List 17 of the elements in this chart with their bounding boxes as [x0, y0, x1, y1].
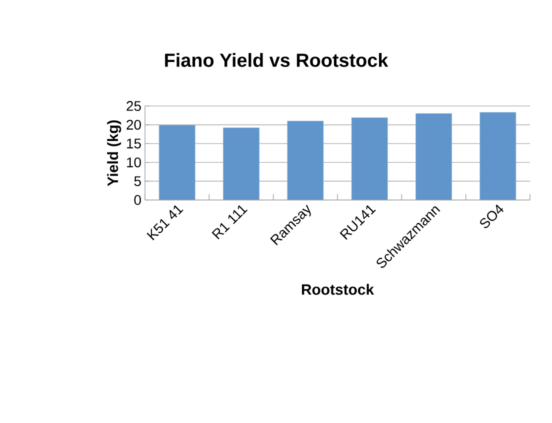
y-tick-label: 0	[134, 195, 141, 205]
y-tick-label: 25	[126, 101, 141, 111]
y-axis-title: Yield (kg)	[107, 120, 122, 186]
y-tick-label: 10	[127, 157, 141, 168]
x-tick-label: K51 41	[146, 205, 184, 240]
bar	[480, 112, 516, 200]
x-tick-label: R1 111	[212, 205, 248, 240]
y-tick-label: 15	[127, 138, 141, 148]
bar	[223, 128, 260, 200]
bar	[416, 113, 452, 200]
bar	[287, 120, 324, 200]
bar	[158, 124, 196, 200]
x-axis-title: Rootstock	[302, 284, 374, 295]
y-tick-label: 20	[126, 120, 141, 130]
chart-title: Fiano Yield vs Rootstock	[165, 53, 388, 67]
y-tick-label: 5	[134, 176, 141, 186]
bar	[351, 117, 388, 200]
